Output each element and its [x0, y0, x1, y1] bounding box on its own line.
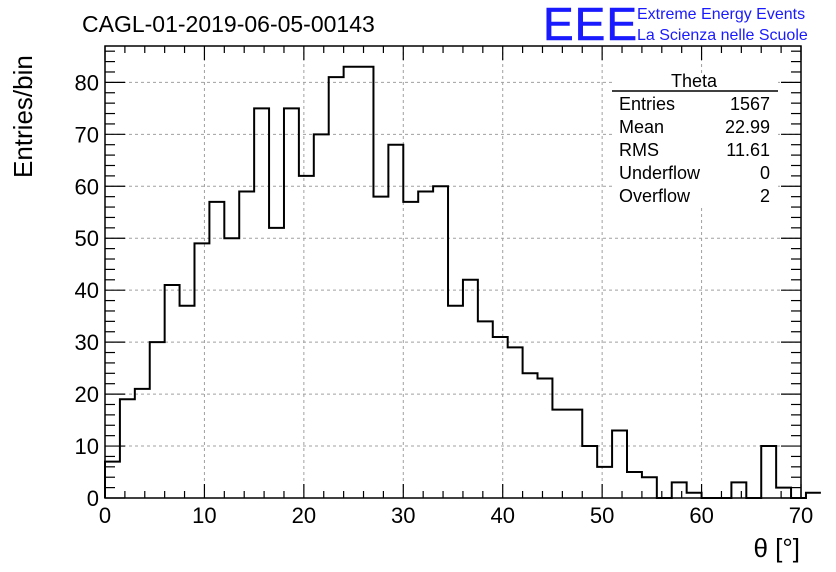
- histogram-bars: [104, 65, 821, 499]
- histogram-bin: [359, 67, 374, 498]
- stats-label-underflow: Underflow: [619, 163, 701, 183]
- stats-label-entries: Entries: [619, 94, 675, 114]
- histogram-bin: [567, 410, 582, 498]
- eee-logo-letters: EEE: [543, 0, 638, 50]
- x-tick-label: 50: [590, 503, 614, 528]
- histogram-bin: [448, 306, 463, 498]
- histogram-bin: [761, 446, 776, 498]
- histogram-bin: [508, 347, 523, 498]
- histogram-bin: [299, 176, 314, 498]
- histogram-bin: [403, 202, 418, 498]
- histogram-bin: [731, 482, 746, 498]
- stats-label-rms: RMS: [619, 140, 659, 160]
- histogram-bin: [120, 399, 135, 498]
- grid: [105, 46, 801, 498]
- stats-value-entries: 1567: [730, 94, 770, 114]
- x-axis-label: θ [°]: [753, 533, 800, 563]
- histogram-bin: [284, 108, 299, 498]
- y-axis-label: Entries/bin: [8, 55, 38, 178]
- y-tick-label: 50: [75, 226, 99, 251]
- logo-line-2: La Scienza nelle Scuole: [637, 27, 808, 44]
- stats-value-mean: 22.99: [725, 117, 770, 137]
- statistics-box: Theta Entries 1567 Mean 22.99 RMS 11.61 …: [612, 71, 778, 208]
- histogram-bin: [209, 202, 224, 498]
- plot-frame: [104, 45, 802, 499]
- histogram-bin: [373, 197, 388, 498]
- stats-value-overflow: 2: [760, 186, 770, 206]
- histogram-bin: [523, 373, 538, 498]
- x-tick-label: 0: [99, 503, 111, 528]
- y-tick-label: 20: [75, 382, 99, 407]
- histogram-bin: [135, 389, 150, 498]
- y-tick-label: 80: [75, 70, 99, 95]
- y-tick-label: 30: [75, 330, 99, 355]
- histogram-bin: [463, 280, 478, 498]
- y-tick-label: 40: [75, 278, 99, 303]
- histogram-bin: [582, 446, 597, 498]
- histogram-bin: [329, 77, 344, 498]
- histogram-bin: [642, 477, 657, 498]
- histogram-bin: [493, 337, 508, 498]
- y-tick-label: 60: [75, 174, 99, 199]
- histogram-bin: [776, 488, 791, 498]
- histogram-bin: [538, 379, 553, 498]
- histogram-bin: [627, 472, 642, 498]
- logo-line-1: Extreme Energy Events: [637, 6, 805, 23]
- histogram-bin: [269, 228, 284, 498]
- histogram-bin: [478, 321, 493, 498]
- x-tick-label: 70: [789, 503, 813, 528]
- histogram-bin: [552, 410, 567, 498]
- histogram-bin: [194, 243, 209, 498]
- stats-title: Theta: [671, 71, 718, 91]
- stats-value-underflow: 0: [760, 163, 770, 183]
- x-tick-label: 20: [292, 503, 316, 528]
- histogram-bin: [612, 430, 627, 498]
- histogram-bin: [254, 108, 269, 498]
- stats-value-rms: 11.61: [726, 140, 770, 160]
- histogram-bin: [388, 145, 403, 498]
- y-tick-label: 70: [75, 122, 99, 147]
- x-tick-label: 30: [391, 503, 415, 528]
- y-tick-label: 0: [87, 486, 99, 511]
- histogram-bin: [180, 306, 195, 498]
- stats-label-overflow: Overflow: [619, 186, 691, 206]
- histogram-bin: [597, 467, 612, 498]
- x-tick-label: 60: [689, 503, 713, 528]
- histogram-bin: [150, 342, 165, 498]
- histogram-bin: [165, 285, 180, 498]
- y-tick-label: 10: [75, 434, 99, 459]
- histogram-bin: [314, 134, 329, 498]
- histogram-bin: [344, 67, 359, 498]
- histogram-bin: [672, 482, 687, 498]
- x-tick-label: 40: [490, 503, 514, 528]
- stats-label-mean: Mean: [619, 117, 664, 137]
- chart-title: CAGL-01-2019-06-05-00143: [82, 11, 375, 37]
- x-tick-label: 10: [192, 503, 216, 528]
- histogram-bin: [239, 191, 254, 498]
- histogram-outline: [104, 65, 821, 499]
- histogram-bin: [224, 238, 239, 498]
- histogram-bin: [418, 191, 433, 498]
